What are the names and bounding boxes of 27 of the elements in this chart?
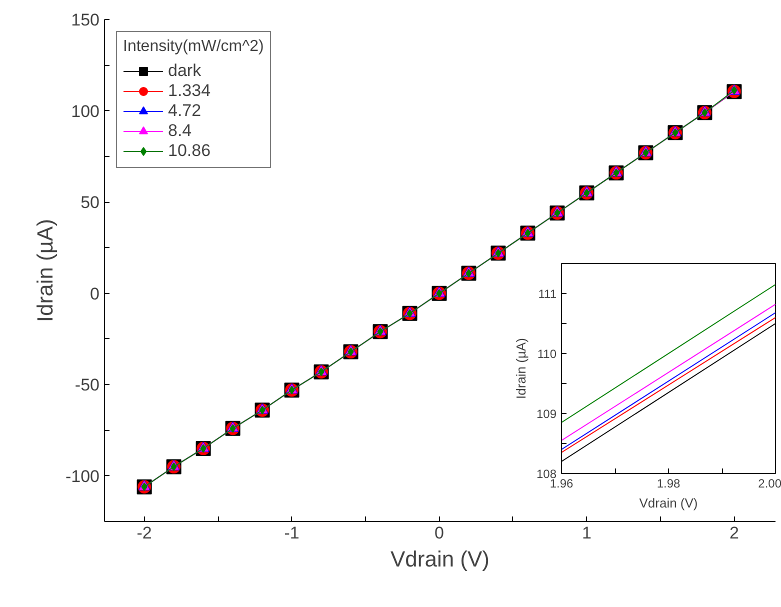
x-axis-title: Vdrain (V) (390, 546, 490, 572)
x-tick-label: -2 (136, 524, 152, 542)
y-axis-title: Idrain (µA) (513, 338, 528, 399)
y-tick-label: 0 (90, 284, 100, 304)
x-tick-label: 0 (434, 524, 444, 542)
y-tick-label: 109 (536, 407, 557, 421)
x-tick-label: 1.98 (656, 476, 681, 490)
x-axis-title: Vdrain (V) (639, 496, 698, 510)
y-tick-label: 150 (71, 10, 100, 30)
y-tick-label: -100 (65, 466, 100, 486)
x-tick-label: 1.96 (550, 476, 574, 490)
legend-label: 4.72 (168, 101, 202, 121)
x-tick-label: 2 (729, 524, 739, 542)
y-tick-label: 50 (80, 193, 100, 212)
legend-label: 8.4 (168, 121, 192, 141)
legend-title: Intensity(mW/cm^2) (123, 38, 264, 56)
y-tick-label: 111 (538, 287, 557, 301)
x-tick-label: 1 (582, 524, 592, 542)
legend-label: dark (168, 61, 202, 81)
y-tick-label: 100 (71, 102, 100, 121)
y-axis-title: Idrain (µA) (32, 218, 58, 322)
legend-label: 10.86 (168, 141, 211, 161)
legend-label: 1.334 (168, 81, 211, 101)
x-tick-label: 2.00 (758, 476, 781, 490)
y-tick-label: -50 (74, 376, 100, 395)
y-tick-label: 110 (537, 347, 557, 361)
x-tick-label: -1 (284, 524, 300, 542)
